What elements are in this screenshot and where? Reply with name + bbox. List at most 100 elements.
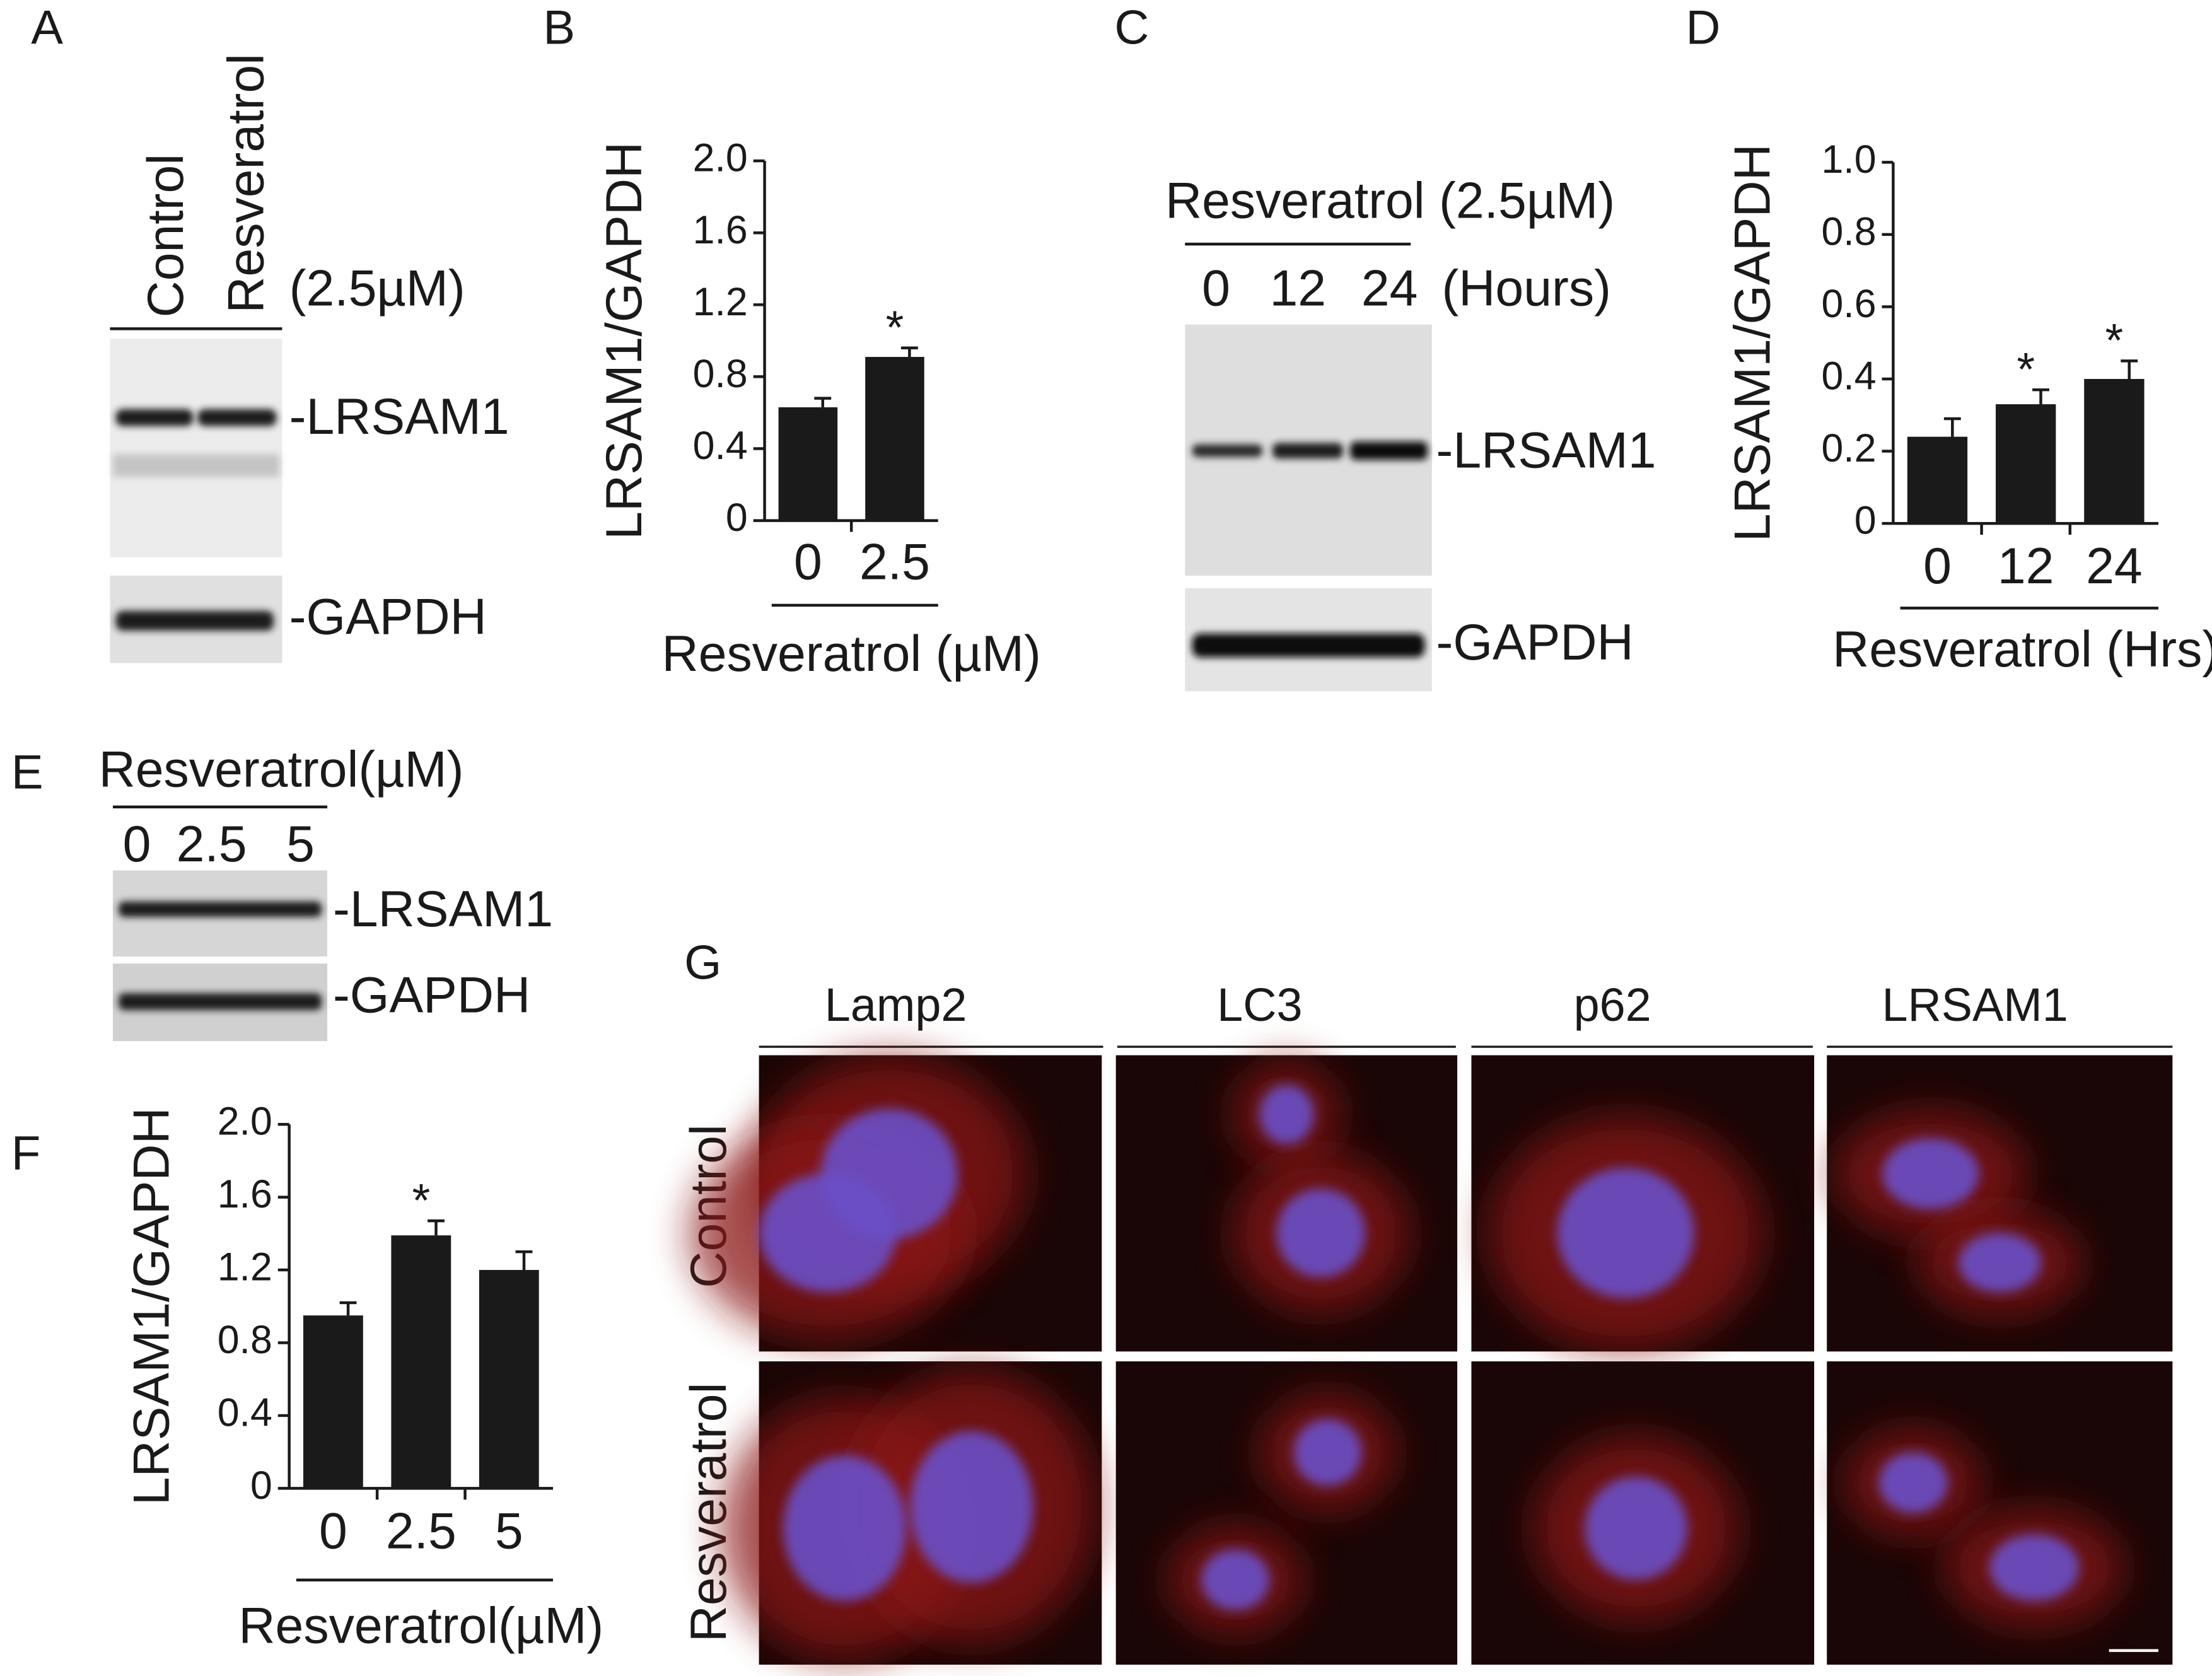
y-axis-label: LRSAM1/GAPDH	[1725, 144, 1781, 542]
band	[1272, 443, 1343, 459]
panel-letter: B	[543, 1, 575, 54]
bar	[1996, 404, 2056, 524]
band	[118, 993, 322, 1010]
y-tick-label: 0	[250, 1464, 272, 1508]
column-header: p62	[1574, 979, 1651, 1031]
nucleus	[1989, 1534, 2080, 1602]
x-tick-label: 12	[1998, 538, 2054, 595]
bar	[865, 357, 924, 521]
nucleus	[1293, 1419, 1362, 1486]
error-bar	[515, 1250, 533, 1271]
lane-label: 0	[1202, 260, 1230, 317]
error-bar	[2032, 388, 2049, 405]
y-axis-label: LRSAM1/GAPDH	[123, 1107, 180, 1505]
nucleus	[1958, 1233, 2042, 1293]
x-tick-label: 24	[2086, 538, 2143, 595]
panel-letter: D	[1686, 1, 1721, 54]
significance: *	[412, 1174, 430, 1226]
y-tick-label: 2.0	[218, 1100, 272, 1144]
lane-label: Control	[137, 154, 194, 318]
panel-letter: E	[11, 746, 44, 800]
y-tick-label: 1.0	[1821, 137, 1876, 182]
lane-label: 5	[286, 816, 315, 873]
column-header: LC3	[1217, 979, 1302, 1031]
bar	[2084, 379, 2145, 524]
nucleus	[1882, 1138, 1979, 1209]
blot	[110, 339, 282, 557]
x-axis-label: Resveratrol(µM)	[238, 1597, 603, 1654]
nucleus	[1259, 1085, 1314, 1144]
band	[1192, 444, 1263, 457]
lane-label: 12	[1269, 260, 1326, 317]
bar	[778, 407, 838, 521]
micrographs	[690, 1055, 2173, 1665]
band-label: -LRSAM1	[333, 881, 553, 938]
lane-label: 0	[123, 816, 151, 873]
panel-letter: C	[1114, 1, 1149, 54]
nucleus	[1878, 1452, 1948, 1513]
bar	[303, 1315, 363, 1489]
column-header: Lamp2	[825, 979, 967, 1031]
x-tick-label: 0	[794, 533, 822, 590]
x-tick-label: 5	[495, 1503, 523, 1559]
significance: *	[2105, 314, 2124, 366]
lane-label: Resveratrol	[218, 54, 274, 313]
lane-label: 2.5	[177, 816, 247, 873]
error-bar	[814, 397, 832, 407]
panel-letter: F	[11, 1127, 40, 1180]
band-label: -GAPDH	[333, 967, 530, 1023]
x-axis-label: Resveratrol (µM)	[662, 626, 1041, 682]
error-bar	[428, 1219, 445, 1236]
nucleus	[783, 1455, 907, 1602]
bar	[391, 1235, 451, 1489]
band-label: -LRSAM1	[1436, 422, 1656, 479]
significance: *	[886, 301, 904, 353]
unit-label: (Hours)	[1441, 260, 1610, 317]
error-bar	[1943, 417, 1961, 437]
treatment-label: Resveratrol(µM)	[99, 741, 464, 798]
column-header: LRSAM1	[1882, 979, 2068, 1031]
y-tick-label: 0.4	[693, 424, 748, 468]
y-tick-label: 1.6	[218, 1172, 272, 1216]
x-tick-label: 0	[319, 1503, 347, 1559]
y-tick-label: 1.2	[693, 280, 748, 324]
x-tick-label: 0	[1923, 538, 1952, 595]
y-tick-label: 0.8	[218, 1318, 272, 1362]
bar	[479, 1270, 539, 1489]
band-label: -LRSAM1	[289, 388, 509, 445]
nucleus	[1557, 1168, 1694, 1298]
y-tick-label: 0.4	[218, 1390, 272, 1434]
band	[118, 901, 322, 917]
panel-letter: A	[31, 1, 63, 54]
y-tick-label: 0.4	[1821, 354, 1876, 399]
treatment-label: Resveratrol (2.5µM)	[1165, 173, 1615, 230]
x-tick-label: 2.5	[859, 533, 930, 590]
band	[112, 454, 279, 477]
y-axis-label: LRSAM1/GAPDH	[596, 142, 653, 540]
y-tick-label: 0	[726, 496, 748, 540]
significance: *	[2017, 343, 2035, 395]
y-tick-label: 1.6	[693, 208, 748, 252]
band	[197, 409, 277, 426]
y-tick-label: 0.6	[1821, 282, 1876, 326]
band-label: -GAPDH	[1436, 614, 1634, 671]
band	[115, 610, 274, 631]
y-tick-label: 0.2	[1821, 426, 1876, 470]
error-bar	[900, 346, 918, 358]
band	[1350, 441, 1428, 460]
nucleus	[1276, 1188, 1365, 1277]
y-tick-label: 2.0	[693, 136, 748, 180]
bar	[1907, 436, 1968, 524]
nucleus	[759, 1173, 897, 1293]
band-label: -GAPDH	[289, 589, 487, 646]
y-tick-label: 0.8	[693, 352, 748, 396]
nucleus	[1201, 1549, 1270, 1610]
panel-letter: G	[684, 936, 721, 990]
band	[115, 409, 194, 426]
y-tick-label: 1.2	[218, 1245, 272, 1289]
nucleus	[1584, 1476, 1687, 1580]
lane-label: 24	[1361, 260, 1418, 317]
y-tick-label: 0.8	[1821, 209, 1876, 253]
